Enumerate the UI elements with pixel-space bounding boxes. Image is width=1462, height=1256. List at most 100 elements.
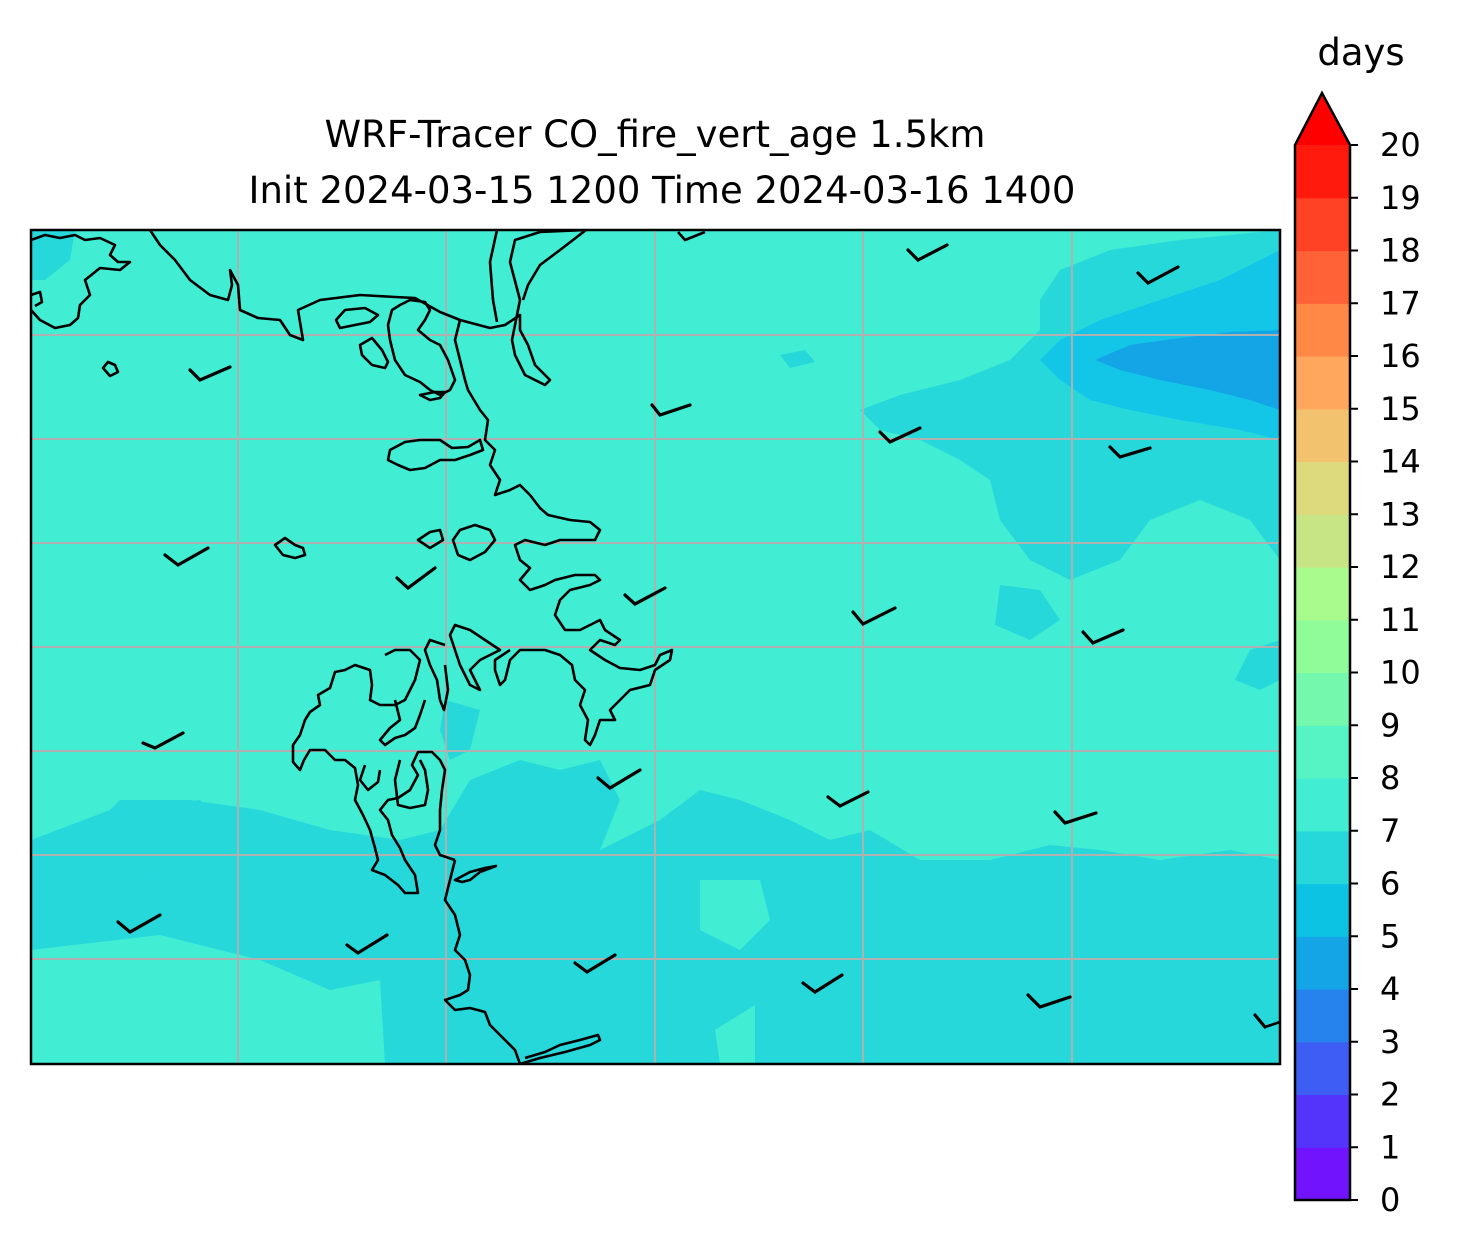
coastline-island — [101, 360, 120, 378]
colorbar-tick-label: 3 — [1380, 1023, 1400, 1061]
coastline-island — [416, 528, 445, 550]
colorbar-segment — [1295, 725, 1350, 779]
wind-barb — [801, 973, 844, 994]
colorbar-segment — [1295, 1094, 1350, 1148]
colorbar-segments — [1295, 145, 1350, 1201]
contour-fill-6-7-mid-west — [440, 700, 480, 760]
title-line-2: Init 2024-03-15 1200 Time 2024-03-16 140… — [249, 169, 1076, 212]
wind-barb — [1253, 1013, 1267, 1029]
coastline-island — [418, 390, 447, 402]
colorbar-tick-label: 18 — [1380, 232, 1421, 270]
colorbar-label: days — [1317, 31, 1404, 74]
contour-fill-4-5 — [1095, 330, 1280, 410]
coastline-west-shore — [291, 648, 456, 895]
wind-barb — [116, 913, 162, 934]
coastline-northwest-hook — [31, 290, 44, 308]
contour-fill-6-7-east-edge — [1235, 640, 1280, 690]
colorbar-outline — [1293, 90, 1352, 1202]
coastline-island — [453, 864, 498, 884]
contour-fill-7-8-pocket-1 — [700, 880, 770, 950]
coastline-island — [273, 536, 307, 560]
graticule — [31, 230, 1280, 1064]
contour-fill-6-7-east-spot — [995, 585, 1060, 640]
wind-barb — [1053, 810, 1098, 825]
wind-barb — [395, 566, 437, 591]
coastline-bay-inner — [393, 759, 430, 810]
wind-barb — [826, 790, 870, 808]
colorbar-tick-label: 5 — [1380, 917, 1400, 955]
wind-barb — [623, 586, 667, 606]
contour-fill-6-7-northwest — [31, 230, 75, 280]
colorbar-segment — [1295, 1041, 1350, 1096]
coastline-bay-inner-2 — [358, 764, 382, 792]
coastline-peninsula — [423, 623, 502, 712]
colorbar-tick-label: 4 — [1380, 970, 1400, 1008]
contour-fill-6-7-west-lobe — [31, 800, 230, 880]
colorbar-segment — [1295, 830, 1350, 885]
map-panel — [31, 230, 1280, 1064]
map-frame — [29, 228, 1282, 1066]
coastline-bay-shore — [378, 699, 427, 747]
wind-barb — [1081, 628, 1125, 645]
wind-barb — [141, 731, 185, 750]
wind-barb — [650, 403, 692, 417]
contour-fill-7-8-pocket-3 — [31, 935, 385, 1064]
coastline-island — [334, 306, 380, 330]
colorbar-tick-label: 0 — [1380, 1181, 1400, 1219]
colorbar-tick-label: 2 — [1380, 1076, 1400, 1114]
colorbar-segment — [1295, 778, 1350, 832]
wind-barb — [906, 243, 949, 262]
coastline-island — [386, 298, 457, 397]
coastline-north-bit — [677, 230, 706, 242]
wind-barb — [1108, 445, 1152, 459]
colorbar-segment — [1295, 514, 1350, 568]
colorbar-tick-label: 6 — [1380, 865, 1400, 903]
colorbar-tick-label: 11 — [1380, 601, 1421, 639]
wind-barb — [345, 933, 389, 955]
coastline-island — [451, 523, 497, 562]
colorbar-tick-label: 16 — [1380, 337, 1421, 375]
coastline-northwest — [31, 233, 132, 330]
colorbar-tick-label: 15 — [1380, 390, 1421, 428]
title-line-1: WRF-Tracer CO_fire_vert_age 1.5km — [325, 113, 986, 156]
colorbar-segment — [1295, 567, 1350, 621]
colorbar-tick-label: 20 — [1380, 126, 1421, 164]
colorbar-extend-arrow — [1295, 93, 1350, 145]
colorbar-tick-label: 14 — [1380, 443, 1421, 481]
wind-barb — [1026, 993, 1072, 1009]
wind-barb — [163, 546, 210, 567]
colorbar-segment — [1295, 408, 1350, 463]
colorbar-tick-label: 7 — [1380, 812, 1400, 850]
colorbar-tick-label: 8 — [1380, 759, 1400, 797]
wind-barbs — [116, 243, 1267, 1029]
colorbar-segment — [1295, 936, 1350, 990]
colorbar-tick-label: 12 — [1380, 548, 1421, 586]
coastline-island — [358, 336, 390, 370]
wind-barb — [851, 606, 897, 626]
colorbar-tick-label: 13 — [1380, 495, 1421, 533]
contour-fill-7-8-pocket-2 — [715, 1005, 755, 1064]
colorbar-segment — [1295, 461, 1350, 515]
wind-barb — [188, 365, 232, 382]
wind-barb — [1136, 265, 1180, 285]
colorbar-segment — [1295, 883, 1350, 937]
colorbar-segment — [1295, 1147, 1350, 1201]
coastlines — [31, 230, 1280, 1064]
wind-barb — [573, 953, 617, 974]
colorbar-tick-label: 19 — [1380, 179, 1421, 217]
coastline-channel — [488, 230, 587, 323]
contour-fill-6-7-small — [780, 350, 815, 368]
wind-barb — [878, 426, 922, 444]
colorbar-tick-label: 17 — [1380, 284, 1421, 322]
colorbar-segment — [1295, 619, 1350, 674]
coastline-inlet — [453, 319, 674, 747]
colorbar-segment — [1295, 672, 1350, 726]
wind-barb — [596, 768, 642, 790]
coastline-island — [386, 438, 485, 472]
colorbar-tick-label: 9 — [1380, 706, 1400, 744]
colorbar-tick-label: 10 — [1380, 654, 1421, 692]
colorbar-segment — [1295, 250, 1350, 304]
colorbar-segment — [1295, 989, 1350, 1043]
